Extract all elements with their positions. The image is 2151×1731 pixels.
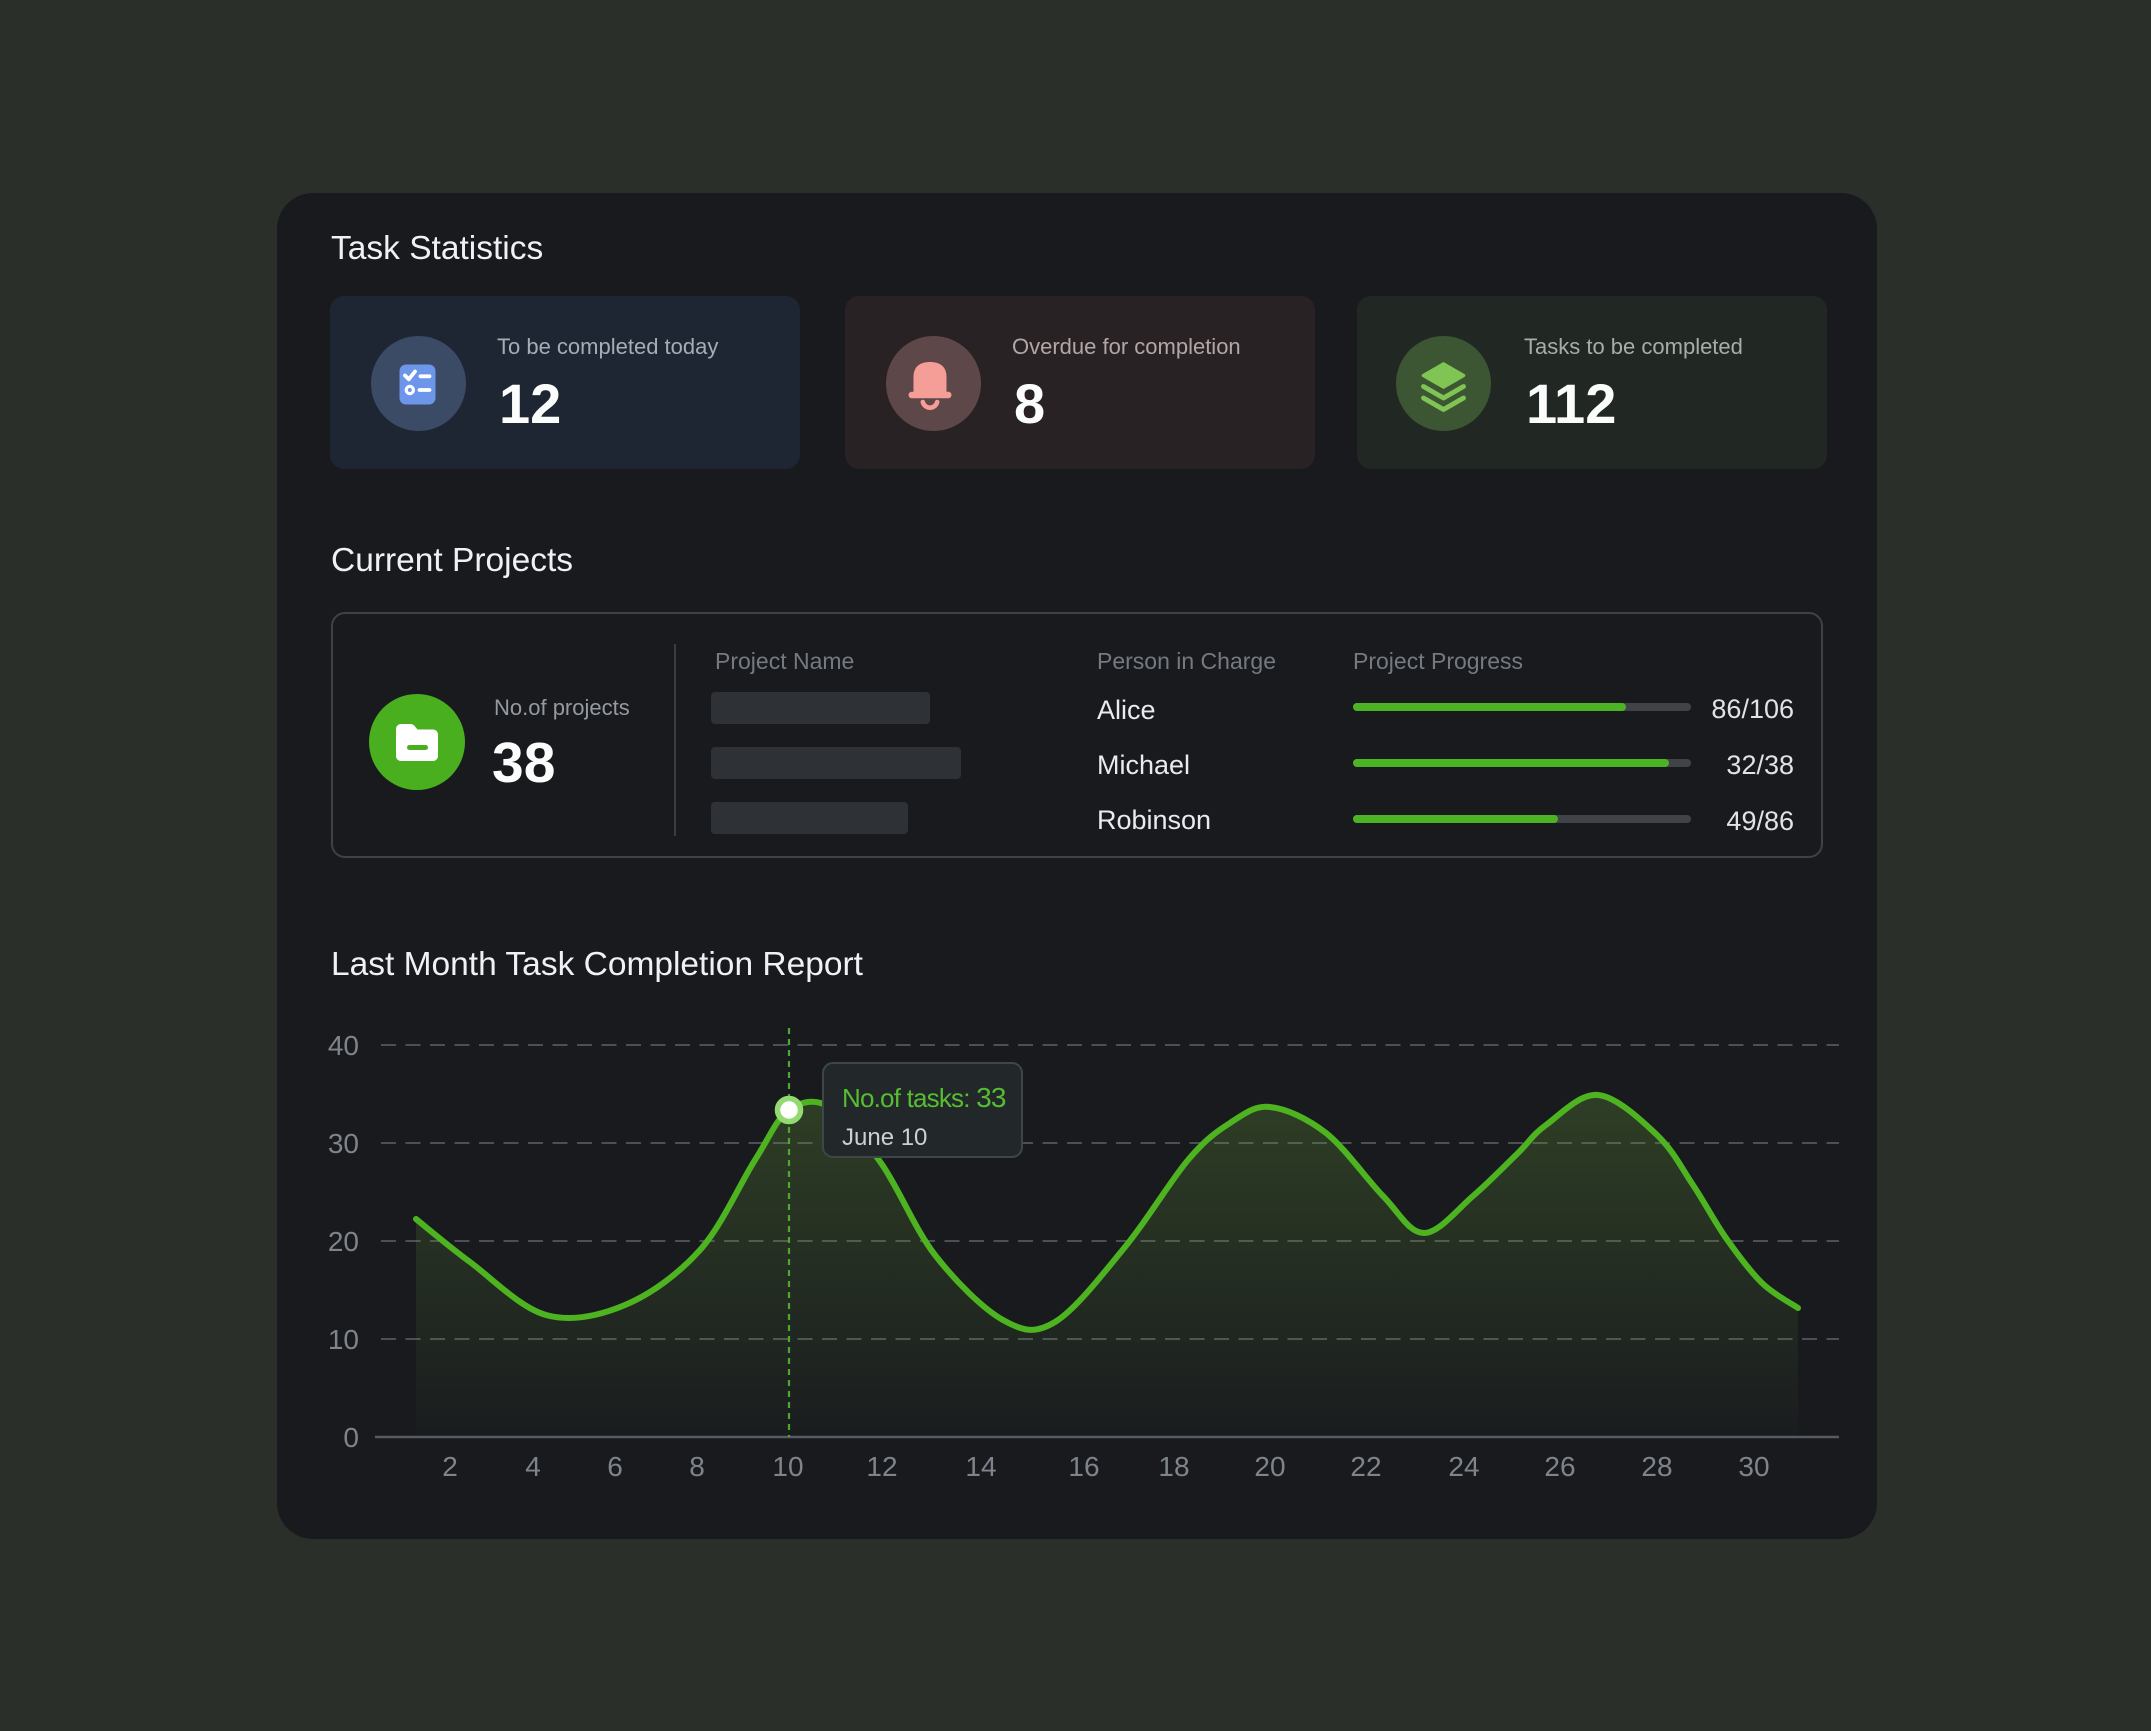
svg-text:8: 8 [689, 1451, 705, 1482]
svg-text:20: 20 [1254, 1451, 1285, 1482]
svg-text:0: 0 [343, 1422, 359, 1453]
svg-text:40: 40 [328, 1030, 359, 1061]
svg-text:16: 16 [1068, 1451, 1099, 1482]
svg-text:14: 14 [965, 1451, 996, 1482]
svg-text:30: 30 [1738, 1451, 1769, 1482]
svg-text:6: 6 [607, 1451, 623, 1482]
svg-text:12: 12 [866, 1451, 897, 1482]
svg-text:20: 20 [328, 1226, 359, 1257]
svg-text:22: 22 [1350, 1451, 1381, 1482]
svg-text:18: 18 [1158, 1451, 1189, 1482]
svg-text:28: 28 [1641, 1451, 1672, 1482]
svg-text:10: 10 [772, 1451, 803, 1482]
svg-text:2: 2 [442, 1451, 458, 1482]
svg-text:4: 4 [525, 1451, 541, 1482]
svg-text:10: 10 [328, 1324, 359, 1355]
svg-text:No.of tasks: 33: No.of tasks: 33 [842, 1082, 1006, 1113]
svg-text:26: 26 [1544, 1451, 1575, 1482]
svg-text:June 10: June 10 [842, 1124, 927, 1151]
svg-text:30: 30 [328, 1128, 359, 1159]
svg-text:24: 24 [1448, 1451, 1479, 1482]
